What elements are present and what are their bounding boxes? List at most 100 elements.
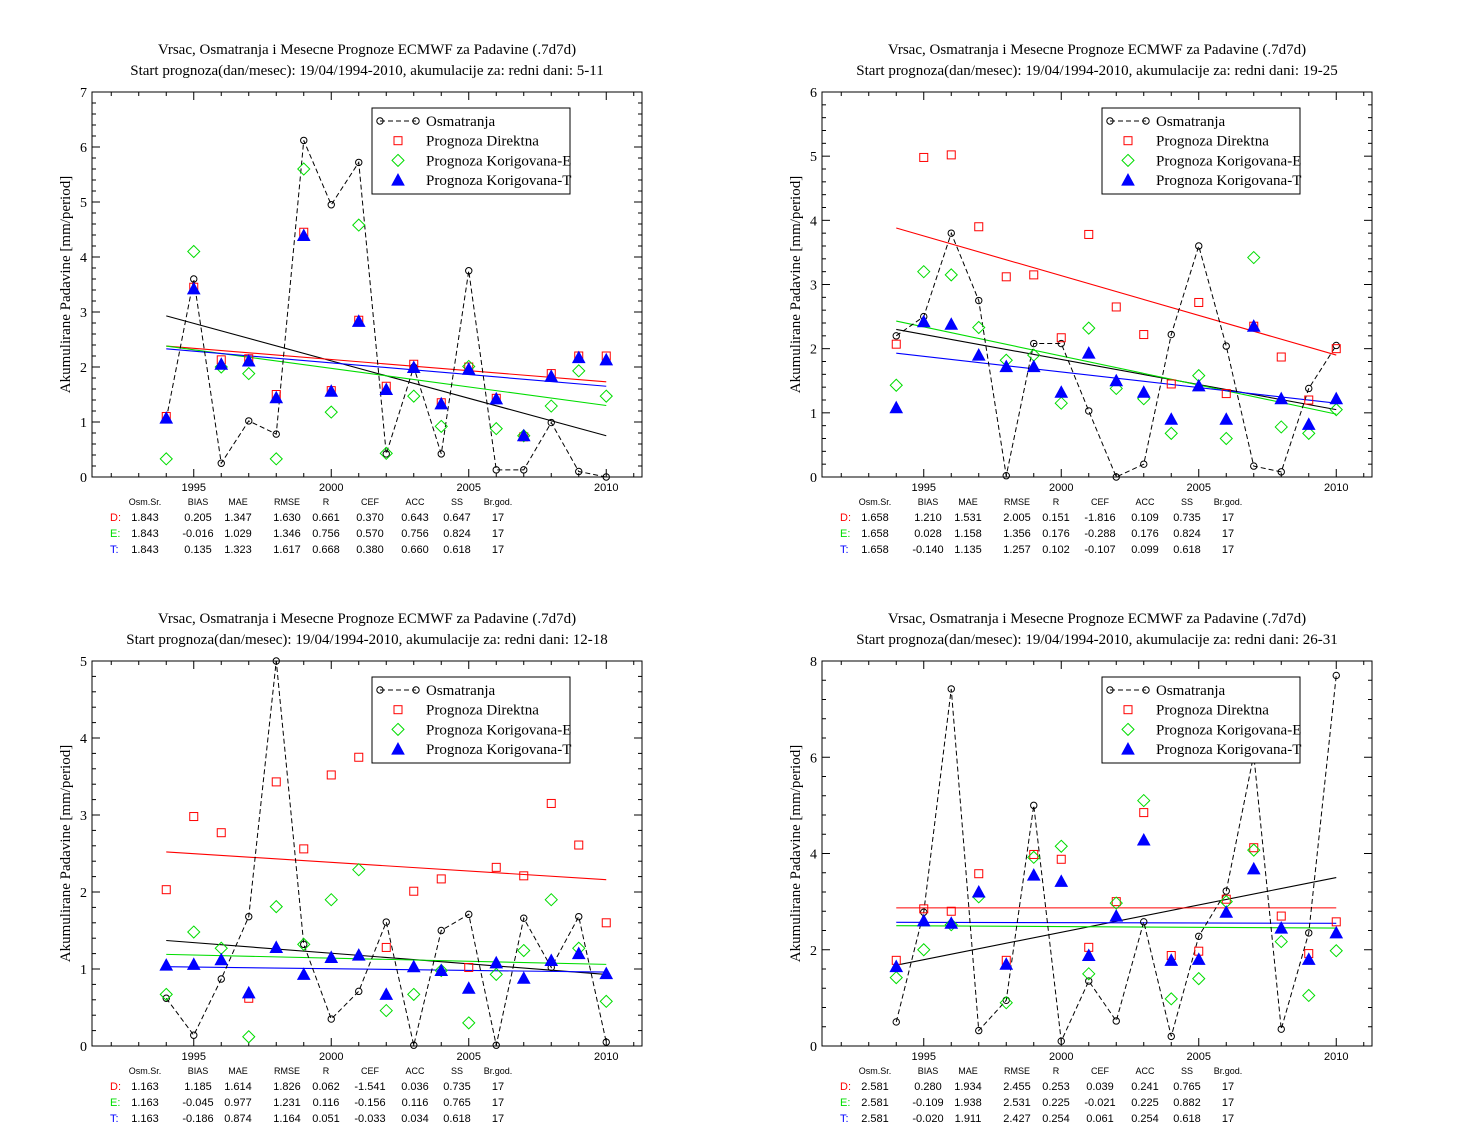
point-osmatranja — [492, 1041, 500, 1049]
stats-value: 1.163 — [131, 1097, 159, 1109]
stats-value: -0.156 — [354, 1097, 385, 1109]
trend-line-E — [896, 925, 1337, 929]
stats-value: 0.765 — [443, 1097, 471, 1109]
chart-panel-4: Vrsac, Osmatranja i Mesecne Prognoze ECM… — [788, 611, 1373, 1125]
legend-label: Osmatranja — [1156, 683, 1225, 699]
legend-marker — [412, 686, 420, 694]
stats-value: 0.099 — [1131, 544, 1159, 556]
point-osmatranja — [1002, 472, 1010, 480]
y-axis-label: Akumulirane Padavine [mm/period] — [58, 176, 74, 393]
point-direktna — [601, 918, 611, 928]
chart-title: Vrsac, Osmatranja i Mesecne Prognoze ECM… — [888, 611, 1306, 627]
stats-value: 1.163 — [131, 1081, 159, 1093]
stats-value: 1.843 — [131, 528, 159, 540]
y-tick-label: 5 — [80, 655, 87, 670]
point-korigovana-t — [516, 971, 531, 984]
point-osmatranja — [520, 466, 528, 474]
point-korigovana-e — [1329, 944, 1343, 958]
y-tick-label: 0 — [80, 1040, 87, 1055]
stats-value: 2.581 — [861, 1097, 889, 1109]
point-osmatranja — [975, 1026, 983, 1035]
stats-row-label: T: — [840, 544, 849, 556]
stats-value: 0.661 — [312, 512, 340, 524]
point-korigovana-e — [517, 429, 531, 443]
point-direktna — [1331, 344, 1341, 354]
y-tick-label: 3 — [810, 279, 817, 294]
point-korigovana-e — [1329, 402, 1343, 417]
legend-marker — [1121, 153, 1135, 168]
stats-value: 17 — [492, 512, 504, 524]
stats-value: 0.280 — [914, 1081, 942, 1093]
y-tick-label: 4 — [810, 214, 817, 229]
stats-value: -0.020 — [912, 1113, 943, 1125]
y-tick-label: 4 — [810, 848, 817, 863]
trend-line-obs — [166, 939, 607, 975]
stats-row-label: E: — [840, 1097, 850, 1109]
point-korigovana-e — [269, 452, 283, 466]
stats-value: 17 — [1222, 1081, 1234, 1093]
y-tick-label: 4 — [80, 251, 87, 266]
x-tick-label: 2000 — [319, 1051, 343, 1063]
stats-value: 0.135 — [184, 544, 212, 556]
stats-header: BIAS — [188, 1066, 209, 1076]
point-osmatranja — [1140, 460, 1148, 468]
stats-value: 1.658 — [861, 544, 889, 556]
legend-marker — [1106, 686, 1114, 694]
stats-value: -0.016 — [182, 528, 213, 540]
point-osmatranja — [410, 1041, 418, 1049]
y-axis-label: Akumulirane Padavine [mm/period] — [788, 176, 804, 393]
point-korigovana-e — [944, 918, 958, 932]
stats-value: 1.158 — [954, 528, 982, 540]
stats-value: 2.531 — [1003, 1097, 1031, 1109]
stats-header: R — [1053, 497, 1060, 507]
x-tick-label: 1995 — [182, 1051, 206, 1063]
point-korigovana-t — [214, 357, 229, 370]
point-osmatranja — [575, 912, 583, 921]
point-korigovana-t — [1329, 925, 1344, 939]
point-korigovana-t — [1246, 319, 1261, 332]
stats-header: Osm.Sr. — [859, 497, 892, 507]
stats-value: 17 — [1222, 544, 1234, 556]
point-korigovana-t — [186, 281, 201, 295]
point-osmatranja — [1030, 801, 1038, 810]
point-direktna — [974, 869, 984, 879]
point-korigovana-e — [379, 446, 393, 461]
point-osmatranja — [272, 657, 280, 665]
stats-value: 17 — [1222, 512, 1234, 524]
point-korigovana-e — [379, 1003, 393, 1018]
stats-value: 2.427 — [1003, 1113, 1031, 1125]
stats-value: 17 — [1222, 528, 1234, 540]
point-korigovana-t — [241, 985, 256, 999]
point-korigovana-e — [572, 364, 586, 378]
point-korigovana-t — [351, 948, 366, 961]
point-direktna — [354, 752, 364, 762]
stats-header: CEF — [1091, 1066, 1110, 1076]
stats-value: 2.005 — [1003, 512, 1031, 524]
point-korigovana-t — [351, 314, 366, 327]
point-osmatranja — [1195, 242, 1203, 250]
point-korigovana-e — [1247, 843, 1261, 857]
x-tick-label: 2005 — [1187, 1051, 1211, 1063]
legend-label: Prognoza Korigovana-E — [426, 153, 571, 169]
stats-header: SS — [451, 1066, 463, 1076]
stats-header: Br.god. — [484, 497, 513, 507]
point-direktna — [1194, 297, 1204, 307]
point-korigovana-e — [1302, 426, 1316, 441]
point-korigovana-t — [599, 352, 614, 366]
stats-header: R — [323, 497, 330, 507]
plot-frame — [91, 660, 643, 1047]
stats-value: 0.039 — [1086, 1081, 1114, 1093]
point-direktna — [891, 339, 901, 349]
stats-row-label: D: — [840, 512, 851, 524]
point-korigovana-t — [916, 913, 931, 927]
point-korigovana-t — [489, 955, 504, 969]
stats-value: 0.062 — [312, 1081, 340, 1093]
y-tick-label: 6 — [810, 751, 817, 766]
stats-header: R — [1053, 1066, 1060, 1076]
point-korigovana-t — [544, 369, 559, 382]
point-korigovana-t — [1329, 391, 1344, 405]
stats-value: -1.541 — [354, 1081, 385, 1093]
legend-marker — [391, 742, 405, 755]
point-korigovana-e — [324, 405, 338, 419]
